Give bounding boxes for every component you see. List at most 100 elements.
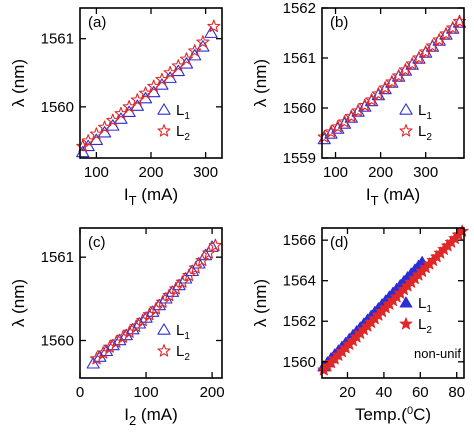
legend-marker: [399, 317, 413, 330]
x-axis-label-sup: 0: [407, 405, 413, 417]
data-point: [196, 40, 210, 52]
data-point: [455, 224, 469, 237]
data-point: [317, 130, 331, 143]
y-tick-label: 1566: [283, 232, 316, 249]
legend-marker: [157, 103, 171, 115]
x-axis-label: I2 (mA): [124, 405, 178, 428]
data-point: [324, 125, 338, 138]
x-tick-label: 20: [339, 384, 356, 401]
data-point: [103, 340, 117, 353]
y-tick-label: 1559: [283, 150, 316, 167]
legend-label-main: L: [176, 322, 184, 339]
x-axis-label-main: I: [124, 185, 129, 204]
legend-label: L2: [176, 343, 190, 363]
legend-label-sub: 2: [184, 352, 190, 363]
annotation-text: non-unif: [414, 346, 461, 361]
y-axis-label: λ (nm): [9, 59, 28, 107]
x-tick-label: 200: [138, 164, 163, 181]
legend-label-main: L: [418, 123, 426, 140]
legend-label-sub: 1: [184, 331, 190, 342]
legend-label-main: L: [176, 123, 184, 140]
data-point: [109, 335, 123, 348]
y-tick-label: 1562: [283, 0, 316, 17]
legend-label-sub: 1: [426, 304, 432, 315]
series-L2: [89, 238, 222, 365]
x-tick-label: 0: [76, 384, 84, 401]
x-tick-label: 100: [134, 384, 159, 401]
x-axis-label-main: Temp.(: [355, 405, 407, 424]
data-point: [188, 44, 202, 57]
legend-label-sub: 2: [184, 132, 190, 143]
legend-label-main: L: [418, 316, 426, 333]
data-point: [189, 261, 203, 274]
x-tick-label: 200: [200, 384, 225, 401]
y-tick-label: 1564: [283, 273, 316, 290]
x-axis-label-sub: T: [129, 193, 137, 208]
y-tick-label: 1560: [41, 99, 74, 116]
data-point: [202, 246, 216, 259]
y-axis-label: λ (nm): [251, 279, 270, 327]
x-tick-label: 100: [84, 164, 109, 181]
x-axis-label-unit: C): [413, 405, 431, 424]
legend-marker: [157, 124, 171, 137]
data-point: [195, 253, 209, 267]
plot-frame: [321, 227, 465, 379]
legend-label: L1: [176, 102, 190, 122]
data-point: [207, 19, 221, 33]
data-point: [179, 52, 194, 65]
plot-frame: [79, 227, 223, 379]
x-axis-label: IT (mA): [124, 185, 178, 208]
data-point: [130, 93, 144, 106]
x-axis-label: Temp.(0C): [355, 405, 431, 424]
legend-label: L1: [418, 295, 432, 315]
y-tick-label: 1560: [283, 354, 316, 371]
x-axis-label-main: I: [124, 405, 129, 424]
legend-marker: [399, 296, 413, 308]
y-tick-label: 1561: [41, 249, 74, 266]
series-L2: [76, 19, 221, 153]
legend-label-main: L: [418, 295, 426, 312]
panel-label: (b): [330, 14, 348, 31]
data-point: [331, 120, 345, 133]
legend-label: L1: [418, 102, 432, 122]
data-point: [196, 35, 210, 48]
y-axis-label: λ (nm): [251, 59, 270, 107]
series-L2: [317, 224, 469, 376]
series-L2: [317, 14, 467, 143]
data-point: [147, 79, 161, 93]
x-tick-label: 80: [448, 384, 465, 401]
plot-frame: [321, 7, 465, 159]
y-tick-label: 1561: [283, 50, 316, 67]
legend-marker: [157, 323, 171, 335]
x-axis-label-unit: (mA): [379, 185, 421, 204]
legend-marker: [399, 103, 413, 115]
legend-label-main: L: [176, 102, 184, 119]
data-point: [116, 330, 130, 343]
x-tick-label: 100: [323, 164, 348, 181]
y-tick-label: 1561: [41, 31, 74, 48]
panel-label: (c): [88, 234, 106, 251]
panel-label: (a): [88, 14, 106, 31]
y-tick-label: 1560: [283, 100, 316, 117]
y-tick-label: 1562: [283, 313, 316, 330]
legend-label-sub: 1: [184, 111, 190, 122]
legend-label: L2: [418, 316, 432, 336]
legend-label-sub: 1: [426, 111, 432, 122]
legend-label-main: L: [418, 102, 426, 119]
y-tick-label: 1560: [41, 333, 74, 350]
x-axis-label-sub: T: [371, 193, 379, 208]
x-tick-label: 40: [376, 384, 393, 401]
panel-label: (d): [330, 234, 348, 251]
data-point: [182, 268, 196, 282]
y-axis-label: λ (nm): [9, 279, 28, 327]
data-point: [89, 127, 103, 140]
x-axis-label-main: I: [366, 185, 371, 204]
legend-label: L2: [176, 123, 190, 143]
legend-label-main: L: [176, 343, 184, 360]
